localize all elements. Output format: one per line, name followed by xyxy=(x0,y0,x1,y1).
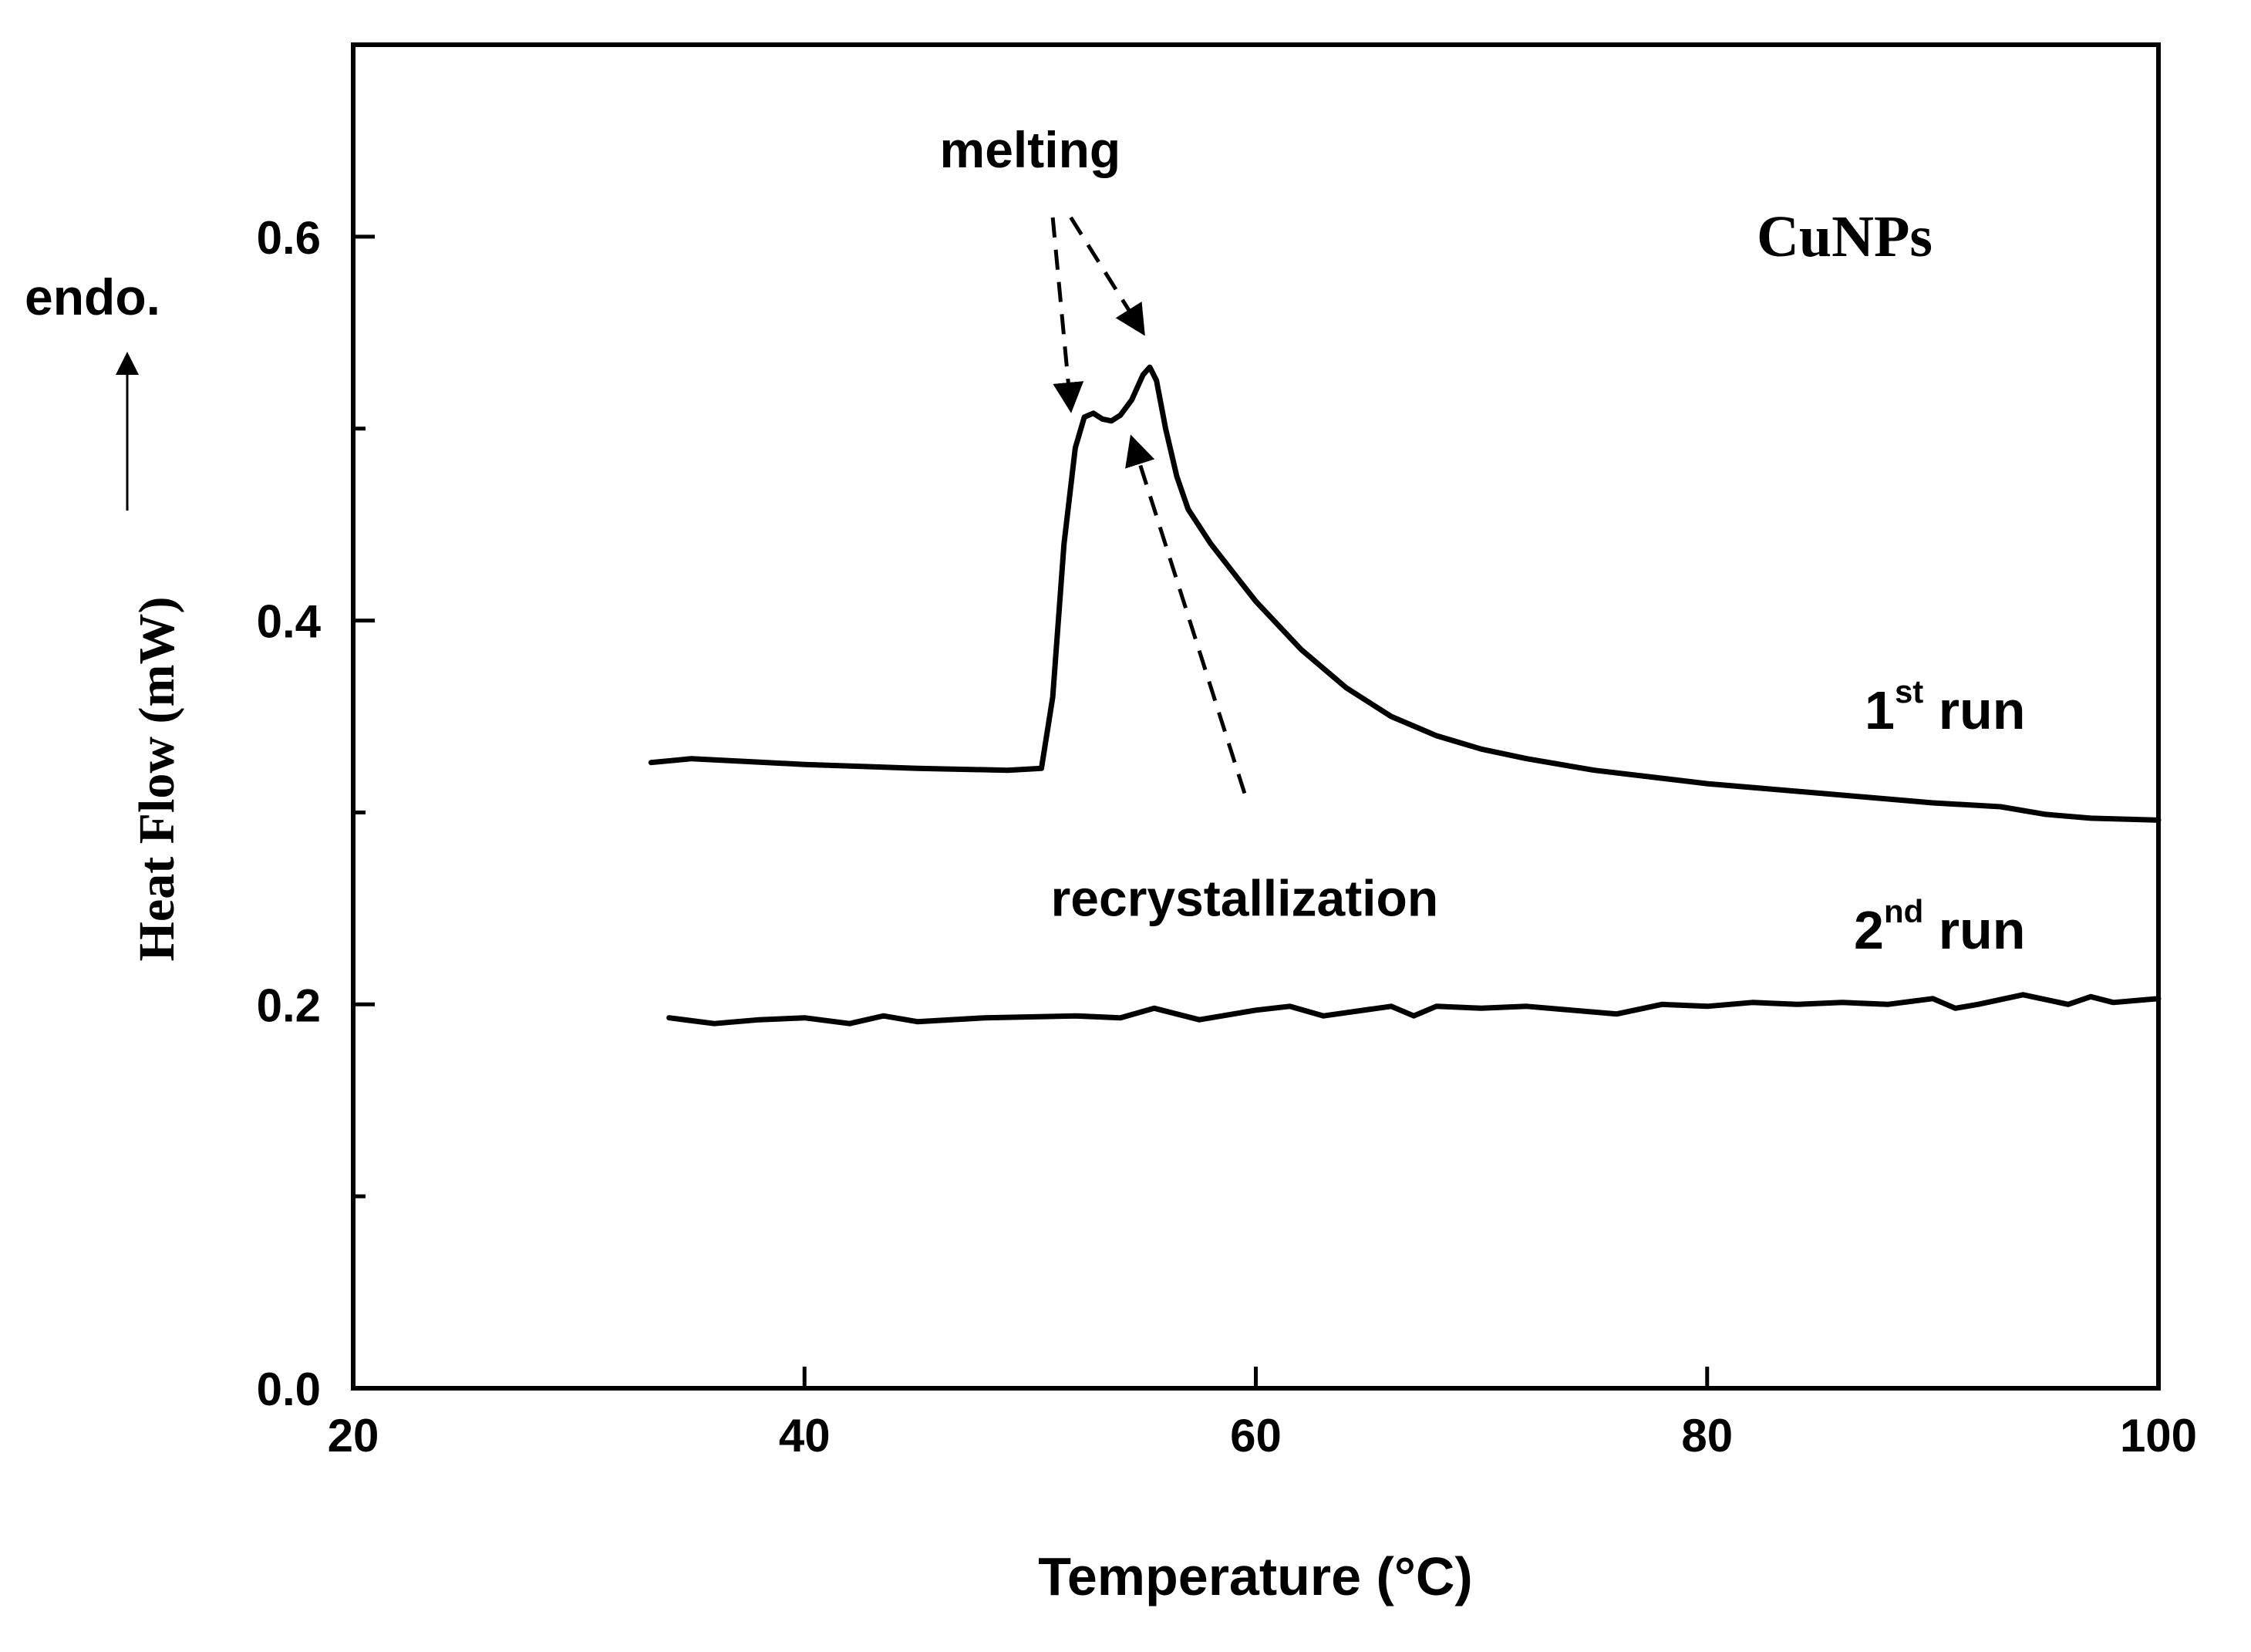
x-axis-title: Temperature (°C) xyxy=(1038,1546,1472,1606)
x-tick-label-40: 40 xyxy=(779,1410,831,1462)
run2-number: 2 xyxy=(1854,900,1884,960)
x-tick-label-60: 60 xyxy=(1230,1410,1282,1462)
x-tick-label-80: 80 xyxy=(1681,1410,1733,1462)
recrystallization-annotation: recrystallization xyxy=(1051,869,1439,926)
x-tick-label-100: 100 xyxy=(2120,1410,2197,1462)
dashed-arrow-1 xyxy=(1050,217,1084,413)
run1-suffix: st xyxy=(1895,673,1923,710)
run1-text: run xyxy=(1923,680,2025,740)
series-line-1st-run xyxy=(648,364,2162,823)
y-tick-label-0.4: 0.4 xyxy=(257,596,322,648)
series-label-2nd-run: 2nd run xyxy=(1854,893,2025,960)
annotation-arrows xyxy=(1050,216,1247,794)
run1-number: 1 xyxy=(1865,680,1895,740)
run2-text: run xyxy=(1923,900,2025,960)
x-axis-ticks: 20 40 60 80 100 xyxy=(328,1367,2197,1462)
y-axis-title: Heat Flow (mW) xyxy=(129,597,185,962)
y-tick-label-0: 0.0 xyxy=(257,1364,321,1415)
melting-annotation: melting xyxy=(940,121,1121,178)
series-line-2nd-run xyxy=(666,992,2162,1027)
dashed-arrow-3 xyxy=(1125,434,1247,794)
sample-label: CuNPs xyxy=(1757,204,1933,269)
x-tick-label-20: 20 xyxy=(328,1410,379,1462)
dashed-arrow-2 xyxy=(1069,216,1145,336)
y-tick-label-0.6: 0.6 xyxy=(257,212,321,264)
series-group xyxy=(648,364,2162,1027)
series-label-1st-run: 1st run xyxy=(1865,673,2026,740)
y-axis-ticks: 0.0 0.2 0.4 0.6 xyxy=(257,212,375,1415)
y-tick-label-0.2: 0.2 xyxy=(257,979,321,1031)
endo-label: endo. xyxy=(25,268,160,325)
run2-suffix: nd xyxy=(1884,893,1923,929)
